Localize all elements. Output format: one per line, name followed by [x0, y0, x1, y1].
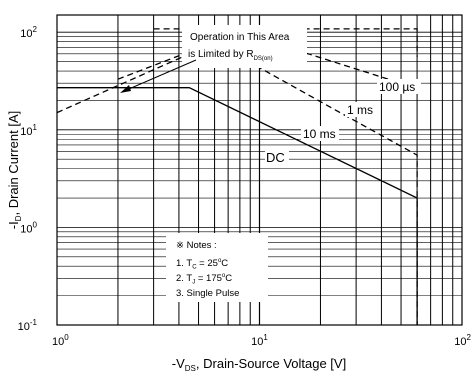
series-line-2 [117, 31, 418, 94]
area-annotation-arrow [121, 59, 197, 93]
notes-title: ※ Notes : [176, 240, 217, 251]
area-annotation-line2: is Limited by RDS(on) [188, 49, 273, 62]
label-bg-dc [265, 150, 289, 166]
y-tick-label-3: 102 [20, 25, 37, 40]
notes-box-bg [166, 233, 268, 302]
y-tick-label-0: 10-1 [18, 318, 38, 333]
note-3: 3. Single Pulse [176, 288, 239, 299]
label-1ms: 1 ms [347, 103, 373, 117]
label-dc: DC [266, 150, 285, 165]
label-bg-100us [377, 79, 421, 94]
label-100us: 100 µs [379, 80, 415, 94]
label-bg-10ms [301, 126, 339, 141]
y-axis-label: -ID, Drain Current [A] [6, 111, 23, 230]
plot-frame [56, 14, 463, 326]
y-tick-label-2: 101 [20, 123, 37, 138]
note-1: 1. TC = 25oC [176, 258, 228, 271]
notes-box: ※ Notes : 1. TC = 25oC 2. TJ = 175oC 3. … [166, 233, 268, 302]
series-line-1 [56, 41, 418, 325]
area-annotation-box [182, 25, 307, 68]
tick-labels: 10-1 100 101 102 100 101 102 [18, 25, 472, 348]
label-bg-1ms [345, 102, 373, 117]
series-line-3 [153, 28, 418, 57]
x-tick-label-2: 102 [454, 333, 471, 348]
area-annotation-line1: Operation in This Area [190, 32, 290, 43]
area-annotation-arrowhead [120, 85, 131, 93]
note-2: 2. TJ = 175oC [176, 273, 232, 286]
y-tick-label-1: 100 [20, 220, 37, 235]
series-layer [56, 28, 418, 325]
series-labels: 100 µs 1 ms 10 ms DC [265, 79, 421, 166]
x-tick-label-1: 101 [251, 333, 268, 348]
x-tick-label-0: 100 [52, 333, 69, 348]
area-annotation: Operation in This Area is Limited by RDS… [120, 25, 307, 93]
label-10ms: 10 ms [303, 127, 336, 141]
x-axis-label: -VDS, Drain-Source Voltage [V] [172, 356, 346, 373]
